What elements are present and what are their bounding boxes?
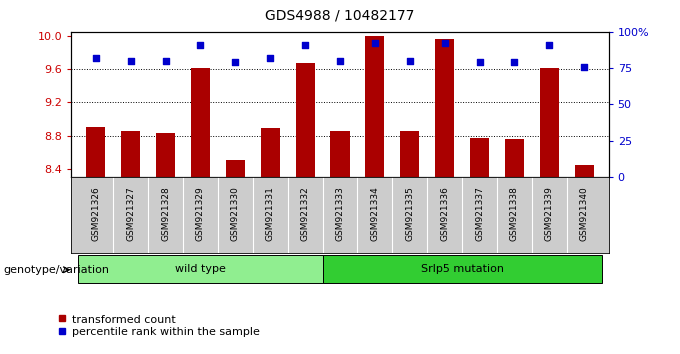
- Point: [265, 55, 275, 61]
- Point: [230, 59, 241, 65]
- Point: [195, 42, 206, 48]
- Bar: [121, 131, 140, 177]
- Text: GSM921333: GSM921333: [335, 186, 345, 241]
- Point: [90, 55, 101, 61]
- Text: GSM921338: GSM921338: [510, 186, 519, 241]
- Text: GDS4988 / 10482177: GDS4988 / 10482177: [265, 9, 415, 23]
- Point: [439, 41, 450, 46]
- Text: GSM921337: GSM921337: [475, 186, 484, 241]
- Bar: [435, 39, 454, 177]
- Text: GSM921331: GSM921331: [266, 186, 275, 241]
- Bar: [191, 68, 210, 177]
- Text: GSM921339: GSM921339: [545, 186, 554, 241]
- Bar: [260, 128, 280, 177]
- Text: GSM921334: GSM921334: [371, 186, 379, 241]
- Bar: [505, 139, 524, 177]
- Bar: [296, 63, 315, 177]
- Bar: [575, 165, 594, 177]
- Point: [300, 42, 311, 48]
- Text: GSM921332: GSM921332: [301, 186, 309, 241]
- FancyBboxPatch shape: [78, 255, 322, 284]
- Bar: [470, 138, 489, 177]
- Bar: [156, 133, 175, 177]
- Text: Srlp5 mutation: Srlp5 mutation: [421, 264, 504, 274]
- Point: [544, 42, 555, 48]
- Text: GSM921335: GSM921335: [405, 186, 414, 241]
- Point: [160, 58, 171, 64]
- Point: [509, 59, 520, 65]
- Text: GSM921336: GSM921336: [440, 186, 449, 241]
- Bar: [400, 131, 420, 177]
- Point: [125, 58, 136, 64]
- Text: GSM921329: GSM921329: [196, 186, 205, 241]
- Text: wild type: wild type: [175, 264, 226, 274]
- Point: [369, 41, 380, 46]
- Text: GSM921326: GSM921326: [91, 186, 101, 241]
- Text: genotype/variation: genotype/variation: [3, 265, 109, 275]
- Text: GSM921330: GSM921330: [231, 186, 240, 241]
- FancyBboxPatch shape: [322, 255, 602, 284]
- Bar: [540, 68, 559, 177]
- Text: GSM921328: GSM921328: [161, 186, 170, 241]
- Text: GSM921327: GSM921327: [126, 186, 135, 241]
- Text: GSM921340: GSM921340: [579, 186, 589, 241]
- Point: [335, 58, 345, 64]
- Point: [579, 64, 590, 69]
- Bar: [365, 36, 384, 177]
- Bar: [86, 127, 105, 177]
- Legend: transformed count, percentile rank within the sample: transformed count, percentile rank withi…: [53, 310, 265, 342]
- Point: [474, 59, 485, 65]
- Bar: [226, 160, 245, 177]
- Bar: [330, 131, 350, 177]
- Point: [405, 58, 415, 64]
